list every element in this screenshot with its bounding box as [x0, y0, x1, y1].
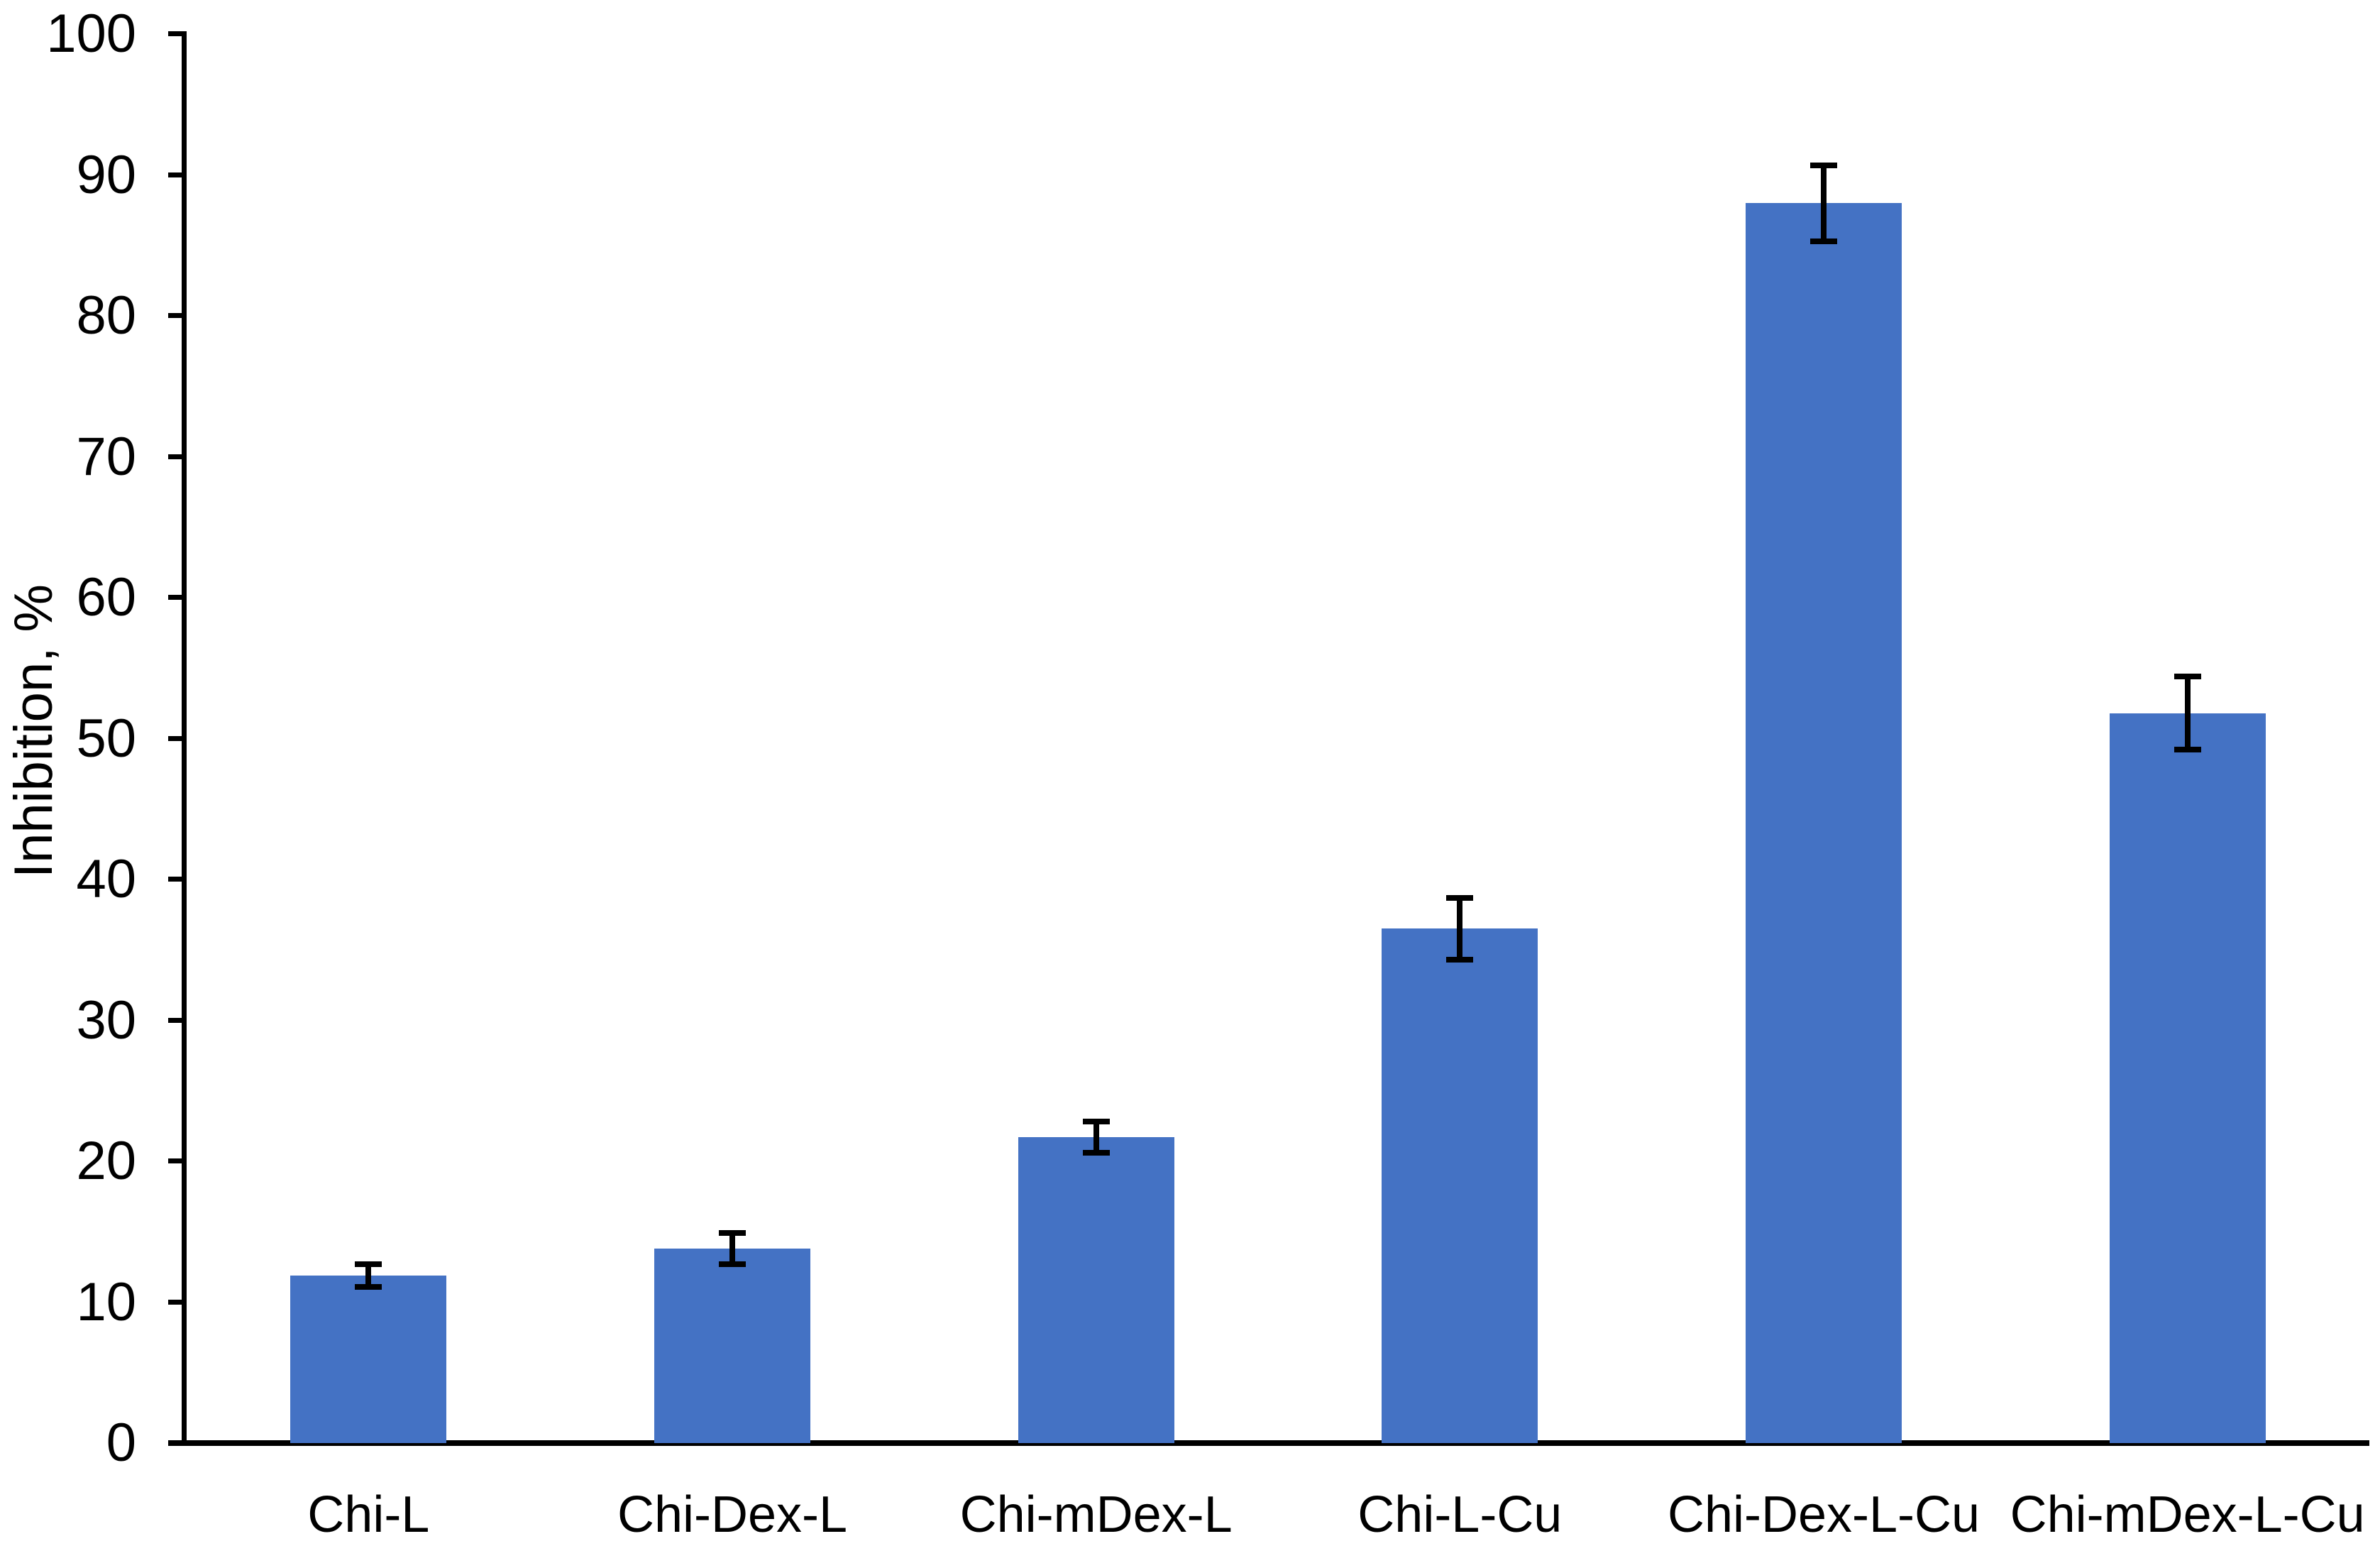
error-bar-line — [1093, 1122, 1099, 1153]
y-axis-tick-label: 90 — [76, 144, 136, 205]
y-axis-tick — [168, 313, 187, 318]
y-axis-tick-label: 0 — [106, 1413, 136, 1473]
y-axis-tick-label: 10 — [76, 1271, 136, 1332]
y-axis-tick — [168, 595, 187, 600]
y-axis-tick — [168, 1158, 187, 1163]
y-axis-tick-label: 100 — [46, 4, 136, 64]
y-axis-tick — [168, 31, 187, 36]
y-axis-tick — [168, 877, 187, 882]
x-axis-category-label: Chi-mDex-L-Cu — [2010, 1486, 2365, 1543]
y-axis-tick-label: 70 — [76, 426, 136, 487]
y-axis-tick-label: 20 — [76, 1131, 136, 1191]
error-bar-cap — [1810, 238, 1837, 244]
error-bar-cap — [719, 1230, 746, 1237]
bar — [290, 1275, 447, 1443]
x-axis-category-label: Chi-Dex-L — [617, 1486, 848, 1543]
error-bar-cap — [2174, 674, 2201, 680]
y-axis-tick — [168, 735, 187, 741]
y-axis-tick-label: 60 — [76, 567, 136, 627]
x-axis-line — [168, 1440, 2369, 1446]
x-axis-category-label: Chi-mDex-L — [959, 1486, 1233, 1543]
error-bar-cap — [355, 1283, 382, 1290]
y-axis-tick-label: 80 — [76, 285, 136, 346]
error-bar-line — [2184, 676, 2191, 750]
error-bar-cap — [1446, 957, 1474, 963]
bar — [1382, 928, 1538, 1443]
error-bar-cap — [1810, 162, 1837, 168]
error-bar-cap — [719, 1261, 746, 1267]
y-axis-tick — [168, 1440, 187, 1445]
error-bar-cap — [355, 1261, 382, 1267]
x-axis-category-label: Chi-L-Cu — [1357, 1486, 1563, 1543]
error-bar-cap — [2174, 747, 2201, 753]
y-axis-tick — [168, 1017, 187, 1023]
bar — [1746, 203, 1902, 1443]
error-bar-cap — [1446, 894, 1474, 901]
error-bar-line — [1457, 897, 1463, 960]
bar — [2109, 713, 2266, 1443]
error-bar-line — [729, 1233, 735, 1264]
y-axis-tick-label: 40 — [76, 849, 136, 909]
error-bar-cap — [1082, 1150, 1110, 1156]
y-axis-tick-label: 50 — [76, 708, 136, 769]
error-bar-line — [365, 1263, 372, 1287]
x-axis-category-label: Chi-L — [307, 1486, 430, 1543]
bar — [654, 1249, 810, 1443]
y-axis-tick-label: 30 — [76, 989, 136, 1051]
bar — [1018, 1137, 1174, 1443]
x-axis-category-label: Chi-Dex-L-Cu — [1667, 1486, 1980, 1543]
y-axis-tick — [168, 172, 187, 177]
y-axis-tick — [168, 454, 187, 459]
y-axis-tick — [168, 1299, 187, 1305]
error-bar-cap — [1082, 1119, 1110, 1125]
error-bar-line — [1821, 165, 1827, 241]
